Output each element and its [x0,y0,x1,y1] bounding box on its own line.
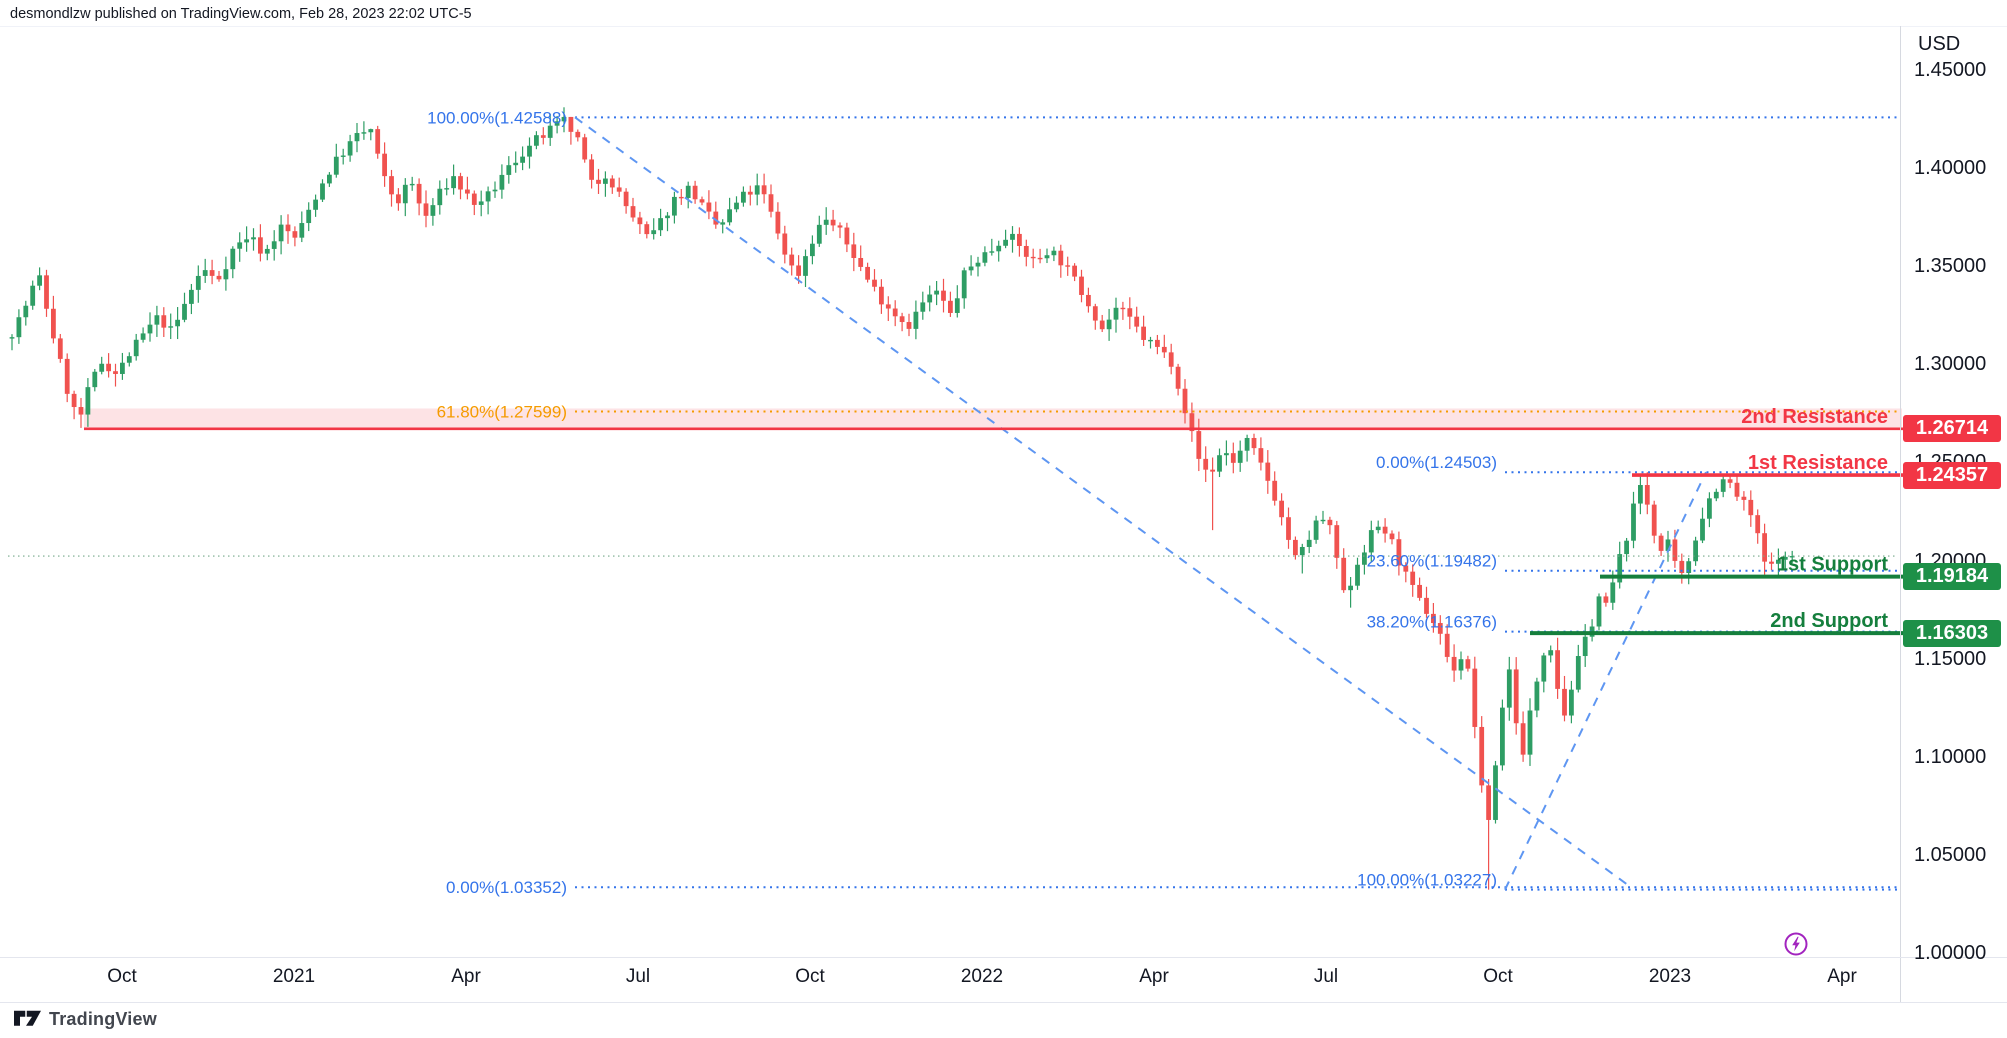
x-axis-tick: Jul [625,966,651,987]
x-axis-tick: Oct [107,966,137,987]
y-axis-tick: 1.00000 [1914,942,1987,964]
fib-trendline-1[interactable] [574,116,1632,889]
x-axis-tick: Oct [795,966,825,987]
second-support-label[interactable]: 2nd Support [1770,610,1888,632]
fib-2022-low-label[interactable]: 38.20%(1.16376) [1367,613,1497,632]
y-axis-tick: 1.05000 [1914,843,1987,866]
y-axis-tick: 1.45000 [1914,59,1987,81]
fib-trendline-2[interactable] [1504,471,1707,891]
y-axis-tick: 1.15000 [1914,647,1987,670]
footer-border [0,1002,2007,1003]
second-resistance-label[interactable]: 2nd Resistance [1741,406,1888,428]
fib-2021-high-label[interactable]: 100.00%(1.42588) [427,108,567,127]
fib-2022-low-label[interactable]: 0.00%(1.24503) [1376,453,1497,472]
pane-top-border [0,26,2007,27]
x-axis-tick: Apr [1139,966,1169,987]
tradingview-logo-icon [14,1010,41,1026]
flash-icon[interactable] [1783,931,1809,962]
tradingview-logo[interactable]: TradingView [14,1007,157,1031]
tradingview-brand: TradingView [49,1008,157,1029]
fib-2021-high-label[interactable]: 61.80%(1.27599) [437,402,567,421]
y-axis-tick: 1.10000 [1914,745,1987,768]
x-axis-tick: Jul [1313,966,1339,987]
first-resistance-label[interactable]: 1st Resistance [1748,452,1888,474]
candlestick-series [9,107,1795,890]
first-support-label[interactable]: 1st Support [1777,554,1888,576]
y-axis-tick: 1.30000 [1914,353,1987,376]
second-support-price-badge: 1.16303 [1903,619,2001,647]
x-axis-tick: Apr [1827,966,1857,987]
fib-2022-low-label[interactable]: 23.60%(1.19482) [1367,552,1497,571]
x-axis-tick: Apr [451,966,481,987]
first-support-price-badge: 1.19184 [1903,563,2001,591]
resistance-zone[interactable] [84,408,1902,429]
first-resistance-price-badge: 1.24357 [1903,461,2001,489]
time-axis-border [0,957,2007,958]
x-axis-tick: 2022 [960,966,1004,987]
second-resistance-price-badge: 1.26714 [1903,415,2001,443]
x-axis-tick: Oct [1483,966,1513,987]
x-axis-tick: 2023 [1648,966,1692,987]
y-axis-tick: 1.40000 [1914,157,1987,180]
y-axis-tick: 1.35000 [1914,255,1987,278]
fib-2021-high-label[interactable]: 0.00%(1.03352) [446,878,567,897]
x-axis-tick: 2021 [272,966,316,987]
fib-2022-low-label[interactable]: 100.00%(1.03227) [1357,871,1497,890]
price-axis-border [1900,26,1901,1002]
axis-currency-label: USD [1918,33,1961,55]
publish-info: desmondlzw published on TradingView.com,… [10,6,472,22]
